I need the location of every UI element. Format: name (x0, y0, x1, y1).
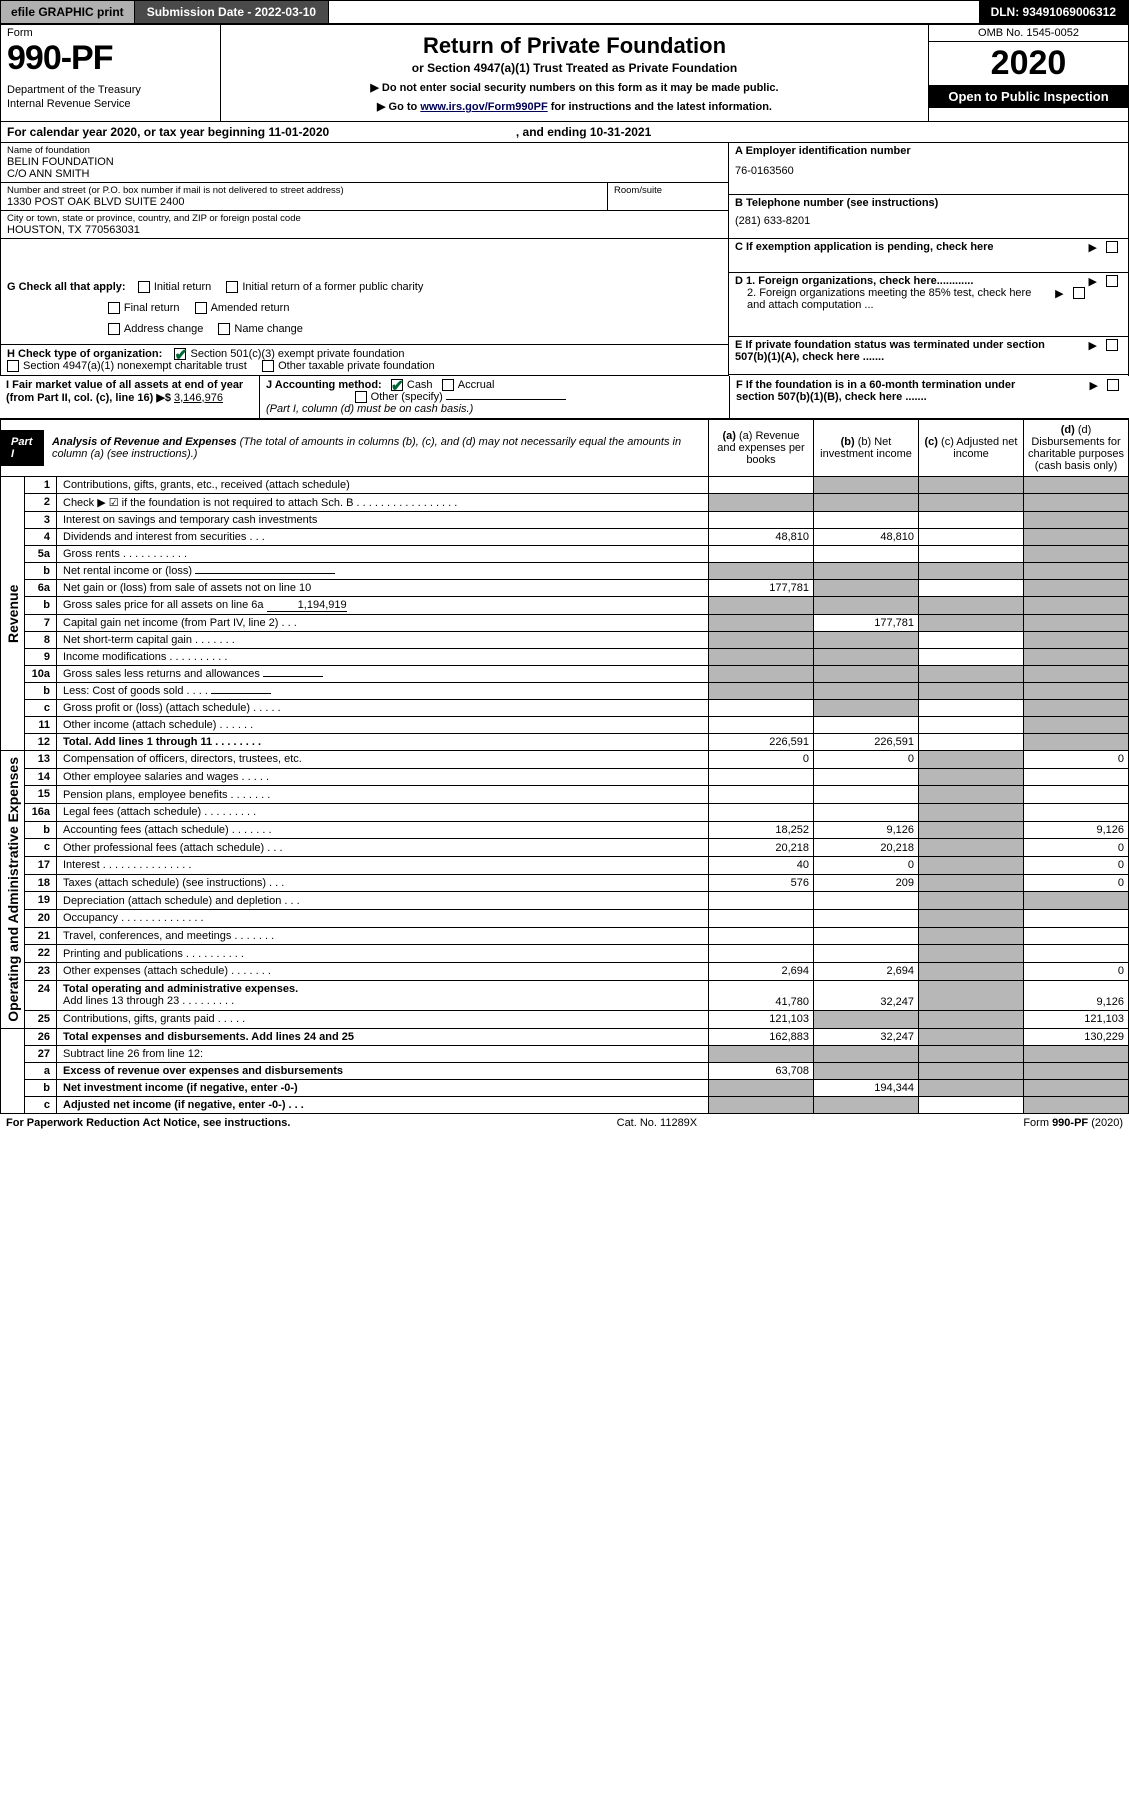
g-label: G Check all that apply: (7, 281, 126, 293)
h-4947-checkbox[interactable] (7, 360, 19, 372)
check-grid: G Check all that apply: Initial return I… (0, 273, 1129, 376)
g-amended-checkbox[interactable] (195, 302, 207, 314)
page-footer: For Paperwork Reduction Act Notice, see … (0, 1114, 1129, 1132)
j-label: J Accounting method: (266, 379, 382, 391)
phone-label: B Telephone number (see instructions) (735, 197, 1122, 209)
col-a-header: (a) (a) Revenue and expenses per books (709, 420, 814, 477)
top-bar: efile GRAPHIC print Submission Date - 20… (0, 0, 1129, 24)
j-note: (Part I, column (d) must be on cash basi… (266, 403, 473, 415)
address-value: 1330 POST OAK BLVD SUITE 2400 (7, 196, 601, 208)
phone-value: (281) 633-8201 (735, 215, 1122, 227)
irs-link[interactable]: www.irs.gov/Form990PF (420, 101, 547, 113)
department-label: Department of the Treasury Internal Reve… (7, 84, 214, 112)
part1-table: Part I Analysis of Revenue and Expenses … (0, 419, 1129, 1114)
address-label: Number and street (or P.O. box number if… (7, 185, 601, 196)
col-b-header: (b) (b) Net investment income (814, 420, 919, 477)
c-exemption-label: C If exemption application is pending, c… (735, 241, 994, 253)
submission-date-button[interactable]: Submission Date - 2022-03-10 (135, 1, 329, 23)
ein-value: 76-0163560 (735, 165, 1122, 177)
d1-label: D 1. Foreign organizations, check here..… (735, 275, 973, 287)
room-suite-label: Room/suite (608, 183, 728, 210)
h-501c3-checkbox[interactable] (174, 348, 186, 360)
footer-cat: Cat. No. 11289X (617, 1117, 698, 1129)
form-note-2: ▶ Go to www.irs.gov/Form990PF for instru… (229, 100, 920, 113)
col-c-header: (c) (c) Adjusted net income (919, 420, 1024, 477)
ijf-row: I Fair market value of all assets at end… (0, 376, 1129, 419)
ein-label: A Employer identification number (735, 145, 1122, 157)
d2-checkbox[interactable] (1073, 287, 1085, 299)
dln-label: DLN: 93491069006312 (979, 1, 1128, 23)
g-final-return-checkbox[interactable] (108, 302, 120, 314)
tax-year: 2020 (929, 42, 1128, 85)
i-value: 3,146,976 (174, 392, 223, 404)
e-label: E If private foundation status was termi… (735, 339, 1045, 363)
g-address-change-checkbox[interactable] (108, 323, 120, 335)
part1-title: Analysis of Revenue and Expenses (52, 436, 237, 448)
h-label: H Check type of organization: (7, 348, 162, 360)
form-subtitle: or Section 4947(a)(1) Trust Treated as P… (229, 61, 920, 75)
d1-checkbox[interactable] (1106, 275, 1118, 287)
f-label: F If the foundation is in a 60-month ter… (736, 379, 1046, 403)
c-checkbox[interactable] (1106, 241, 1118, 253)
part1-label: Part I (1, 430, 44, 466)
calendar-year-row: For calendar year 2020, or tax year begi… (0, 122, 1129, 143)
footer-right: Form 990-PF (2020) (1023, 1117, 1123, 1129)
f-checkbox[interactable] (1107, 379, 1119, 391)
form-title: Return of Private Foundation (229, 33, 920, 59)
footer-left: For Paperwork Reduction Act Notice, see … (6, 1117, 290, 1129)
j-cash-checkbox[interactable] (391, 379, 403, 391)
j-other-checkbox[interactable] (355, 391, 367, 403)
open-to-public: Open to Public Inspection (929, 85, 1128, 108)
form-note-1: ▶ Do not enter social security numbers o… (229, 81, 920, 94)
form-number: 990-PF (7, 39, 214, 78)
h-other-taxable-checkbox[interactable] (262, 360, 274, 372)
e-checkbox[interactable] (1106, 339, 1118, 351)
efile-print-button[interactable]: efile GRAPHIC print (1, 1, 135, 23)
form-header: Form 990-PF Department of the Treasury I… (0, 24, 1129, 122)
city-label: City or town, state or province, country… (7, 213, 722, 224)
omb-number: OMB No. 1545-0052 (929, 25, 1128, 42)
g-name-change-checkbox[interactable] (218, 323, 230, 335)
foundation-name: BELIN FOUNDATION C/O ANN SMITH (7, 156, 722, 180)
col-d-header: (d) (d) Disbursements for charitable pur… (1024, 420, 1129, 477)
g-initial-former-checkbox[interactable] (226, 281, 238, 293)
form-label: Form (7, 27, 214, 39)
g-initial-return-checkbox[interactable] (138, 281, 150, 293)
revenue-side-label: Revenue (1, 477, 25, 751)
j-accrual-checkbox[interactable] (442, 379, 454, 391)
expenses-side-label: Operating and Administrative Expenses (1, 751, 25, 1029)
city-value: HOUSTON, TX 770563031 (7, 224, 722, 236)
d2-label: 2. Foreign organizations meeting the 85%… (735, 287, 1045, 311)
entity-info-grid: Name of foundation BELIN FOUNDATION C/O … (0, 143, 1129, 273)
foundation-name-label: Name of foundation (7, 145, 722, 156)
